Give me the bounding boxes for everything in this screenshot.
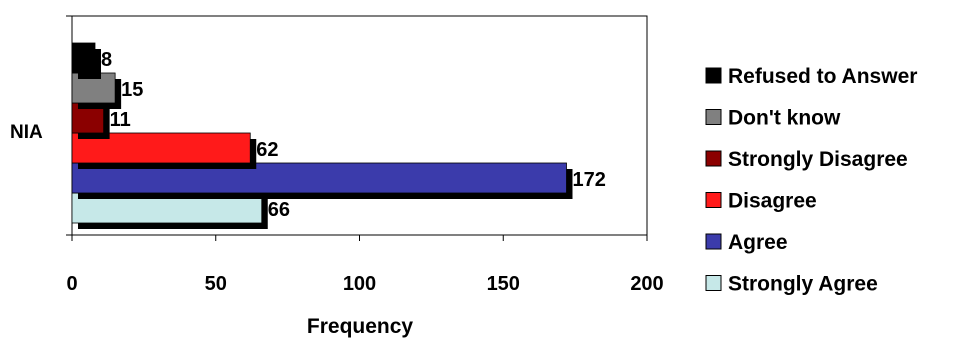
legend-label: Don't know bbox=[728, 107, 841, 130]
legend-item: Agree bbox=[705, 231, 788, 254]
x-tick-label: 150 bbox=[487, 273, 520, 295]
legend-item: Strongly Disagree bbox=[705, 148, 908, 171]
legend-swatch bbox=[705, 67, 722, 84]
legend-item: Disagree bbox=[705, 190, 817, 213]
legend-label: Agree bbox=[728, 231, 788, 254]
data-label: 11 bbox=[110, 109, 131, 131]
legend-swatch bbox=[705, 233, 722, 250]
x-tick-label: 200 bbox=[630, 273, 663, 295]
legend-item: Refused to Answer bbox=[705, 65, 917, 88]
legend-label: Refused to Answer bbox=[728, 65, 917, 88]
legend: Refused to Answer Don't know Strongly Disa… bbox=[705, 65, 917, 296]
category-label: NIA bbox=[10, 122, 43, 143]
data-label: 8 bbox=[101, 49, 112, 71]
legend-label: Disagree bbox=[728, 190, 817, 213]
data-label: 62 bbox=[256, 139, 278, 161]
data-label: 172 bbox=[573, 169, 606, 191]
legend-label: Strongly Disagree bbox=[728, 148, 908, 171]
data-label: 66 bbox=[268, 199, 290, 221]
legend-label: Strongly Agree bbox=[728, 273, 878, 296]
data-label: 15 bbox=[121, 79, 143, 101]
legend-swatch bbox=[705, 150, 722, 167]
x-tick-label: 0 bbox=[66, 273, 77, 295]
x-axis-title: Frequency bbox=[307, 315, 414, 338]
bar bbox=[71, 42, 96, 74]
legend-item: Strongly Agree bbox=[705, 273, 878, 296]
legend-swatch bbox=[705, 275, 722, 291]
x-tick-label: 50 bbox=[205, 273, 227, 295]
x-tick-label: 100 bbox=[343, 273, 376, 295]
legend-swatch bbox=[705, 192, 722, 208]
legend-item: Don't know bbox=[705, 107, 841, 130]
legend-swatch bbox=[705, 109, 722, 125]
